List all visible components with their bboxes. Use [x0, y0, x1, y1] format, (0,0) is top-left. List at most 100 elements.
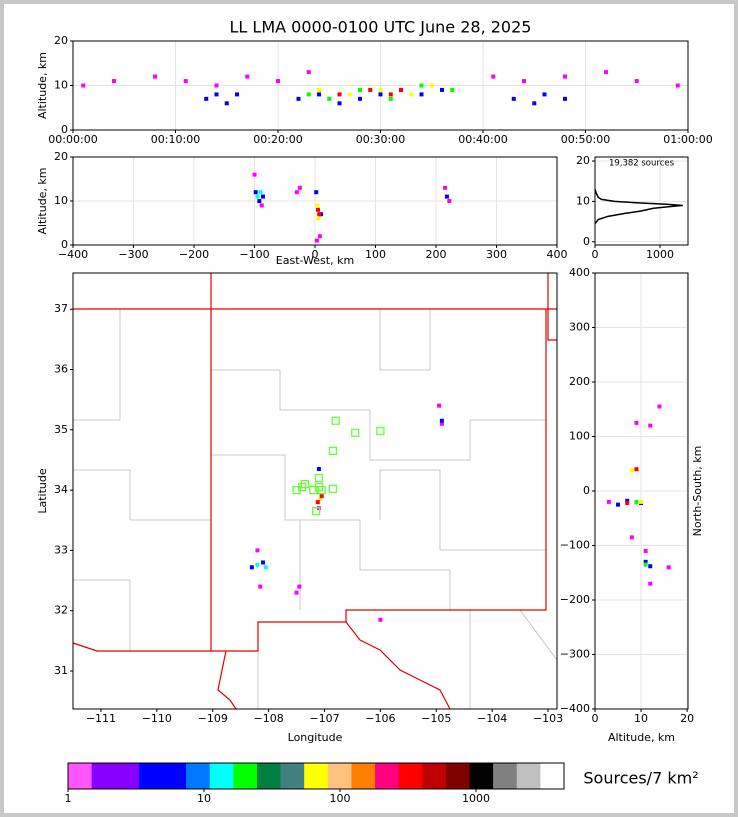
x-axis-label: East-West, km	[276, 254, 354, 267]
y-tick-label: 20	[576, 154, 590, 167]
x-tick-label: 300	[486, 248, 507, 261]
color-swatch	[115, 763, 140, 789]
y-tick-label: 10	[54, 194, 68, 207]
y-tick-label: 37	[54, 302, 68, 315]
station	[292, 485, 301, 495]
color-swatch	[186, 763, 211, 789]
source-point	[306, 92, 311, 97]
x-tick-label: 20	[680, 712, 694, 725]
source-point	[337, 101, 342, 106]
source-point	[337, 92, 342, 97]
source-point	[153, 74, 157, 79]
colorbar-label: Sources/7 km²	[583, 769, 698, 788]
source-point	[616, 502, 621, 507]
source-point	[444, 194, 449, 199]
color-swatch	[516, 763, 541, 789]
source-point	[542, 92, 547, 97]
source-point	[259, 203, 264, 208]
x-tick-label: 00:30:00	[356, 133, 405, 146]
station	[317, 485, 326, 495]
y-tick-label: 35	[54, 423, 68, 436]
source-point	[297, 185, 302, 190]
source-point	[258, 584, 263, 589]
source-point	[183, 79, 188, 84]
y-tick-label: 20	[54, 34, 68, 47]
y-tick-label: 100	[569, 430, 590, 443]
source-point	[214, 83, 219, 88]
source-point	[347, 92, 352, 97]
source-point	[625, 500, 630, 505]
y-tick-label: 10	[54, 79, 68, 92]
plot-frame	[594, 156, 689, 246]
y-tick-label: 0	[61, 123, 68, 136]
source-point	[643, 548, 648, 553]
station	[300, 479, 310, 489]
source-point	[409, 92, 414, 97]
x-tick-label: −107	[309, 712, 339, 725]
station	[331, 416, 340, 425]
x-tick-label: −103	[533, 712, 563, 725]
source-point	[317, 234, 322, 239]
source-point	[258, 190, 263, 195]
source-point	[419, 92, 424, 97]
x-tick-label: −400	[58, 248, 88, 261]
y-tick-label: −400	[560, 702, 590, 715]
source-point	[255, 562, 260, 567]
x-tick-label: 00:00:00	[48, 133, 97, 146]
source-point	[245, 74, 250, 79]
x-tick-label: 1000	[646, 248, 674, 261]
source-point	[399, 87, 403, 92]
source-point	[429, 83, 434, 88]
y-tick-label: 0	[583, 484, 590, 497]
source-point	[263, 565, 268, 570]
source-point	[634, 467, 639, 472]
y-tick-label: 20	[54, 150, 68, 163]
panel: −400 −300 −200 −100 0 100 200 300 400 0 10 20 East-W…	[36, 150, 568, 267]
source-point	[224, 101, 229, 106]
color-swatch	[138, 763, 163, 789]
station	[309, 485, 318, 495]
x-tick-label: 100	[365, 248, 386, 261]
y-tick-label: 36	[54, 362, 68, 375]
source-point	[439, 418, 444, 423]
y-tick-label: 200	[569, 375, 590, 388]
source-point	[522, 79, 526, 84]
x-axis-label: Longitude	[288, 731, 343, 744]
source-point	[294, 590, 299, 595]
x-tick-label: −100	[239, 248, 269, 261]
source-point	[378, 87, 383, 92]
source-point	[532, 101, 537, 106]
source-point	[255, 548, 260, 553]
color-swatch	[540, 763, 565, 789]
panel: −111 −110 −109 −108 −107 −106 −105 −104 −103 31 32…	[36, 272, 563, 744]
source-point	[648, 564, 653, 569]
source-point	[625, 498, 630, 503]
source-point	[643, 562, 648, 567]
source-point	[511, 96, 516, 101]
color-swatch	[493, 763, 518, 789]
source-point	[318, 497, 323, 502]
y-axis-label: Altitude, km	[36, 52, 49, 119]
source-point	[297, 584, 302, 589]
color-swatch	[280, 763, 305, 789]
x-axis-label: Altitude, km	[608, 731, 675, 744]
y-tick-label: −100	[560, 539, 590, 552]
source-point	[634, 420, 639, 425]
x-tick-label: 100	[329, 792, 350, 805]
annotation: 19,382 sources	[609, 159, 675, 169]
y-tick-label: 33	[54, 543, 68, 556]
plot-frame	[594, 272, 689, 710]
source-point	[214, 92, 219, 97]
source-point	[253, 190, 258, 195]
color-swatch	[233, 763, 258, 789]
x-tick-label: −300	[118, 248, 148, 261]
y-tick-label: 0	[583, 235, 590, 248]
station	[376, 426, 385, 436]
source-point	[296, 96, 301, 101]
color-swatch	[469, 763, 494, 789]
color-swatch	[162, 763, 187, 789]
x-tick-label: −109	[198, 712, 228, 725]
y-tick-label: 10	[576, 194, 590, 207]
colorbar-frame	[67, 762, 565, 790]
source-point	[491, 74, 496, 79]
